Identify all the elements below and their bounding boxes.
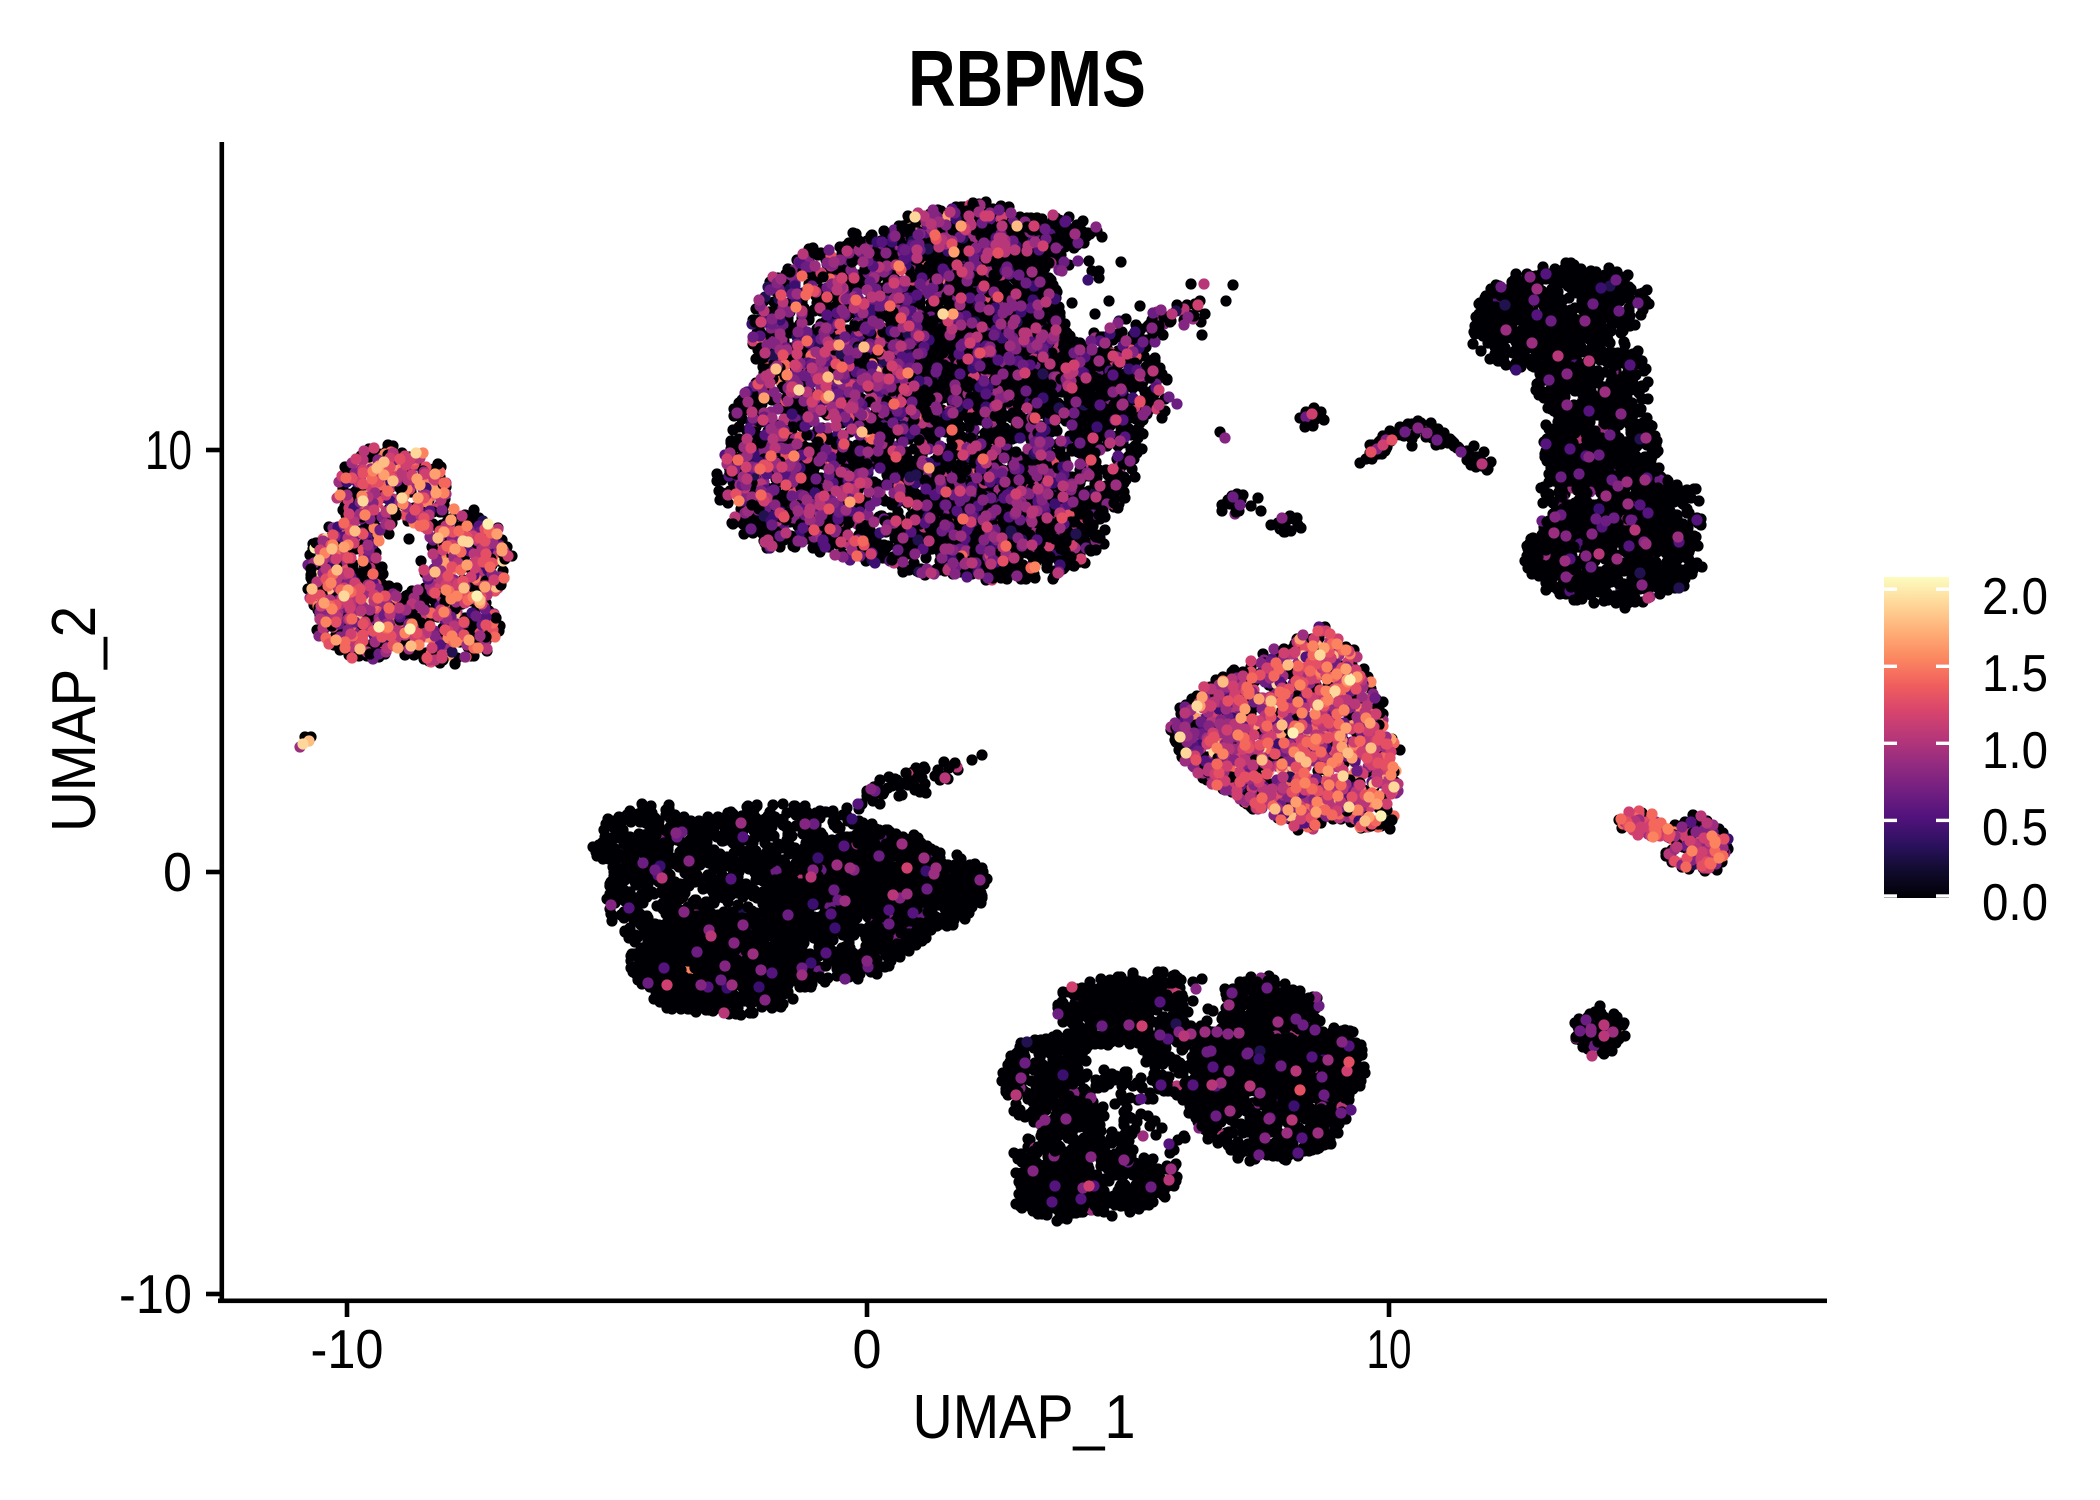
svg-text:1.5: 1.5	[1982, 645, 2048, 703]
svg-text:0.0: 0.0	[1982, 874, 2048, 932]
svg-text:0: 0	[163, 841, 192, 903]
svg-text:2.0: 2.0	[1982, 568, 2048, 626]
svg-text:UMAP_1: UMAP_1	[913, 1383, 1136, 1452]
svg-text:10: 10	[145, 419, 192, 481]
svg-text:1.0: 1.0	[1982, 722, 2048, 780]
svg-text:UMAP_2: UMAP_2	[40, 606, 109, 832]
svg-text:0.5: 0.5	[1982, 799, 2048, 857]
svg-text:RBPMS: RBPMS	[908, 34, 1146, 123]
svg-text:0: 0	[853, 1318, 882, 1380]
svg-text:-10: -10	[311, 1318, 384, 1380]
svg-text:-10: -10	[119, 1263, 192, 1325]
svg-text:10: 10	[1367, 1318, 1412, 1380]
